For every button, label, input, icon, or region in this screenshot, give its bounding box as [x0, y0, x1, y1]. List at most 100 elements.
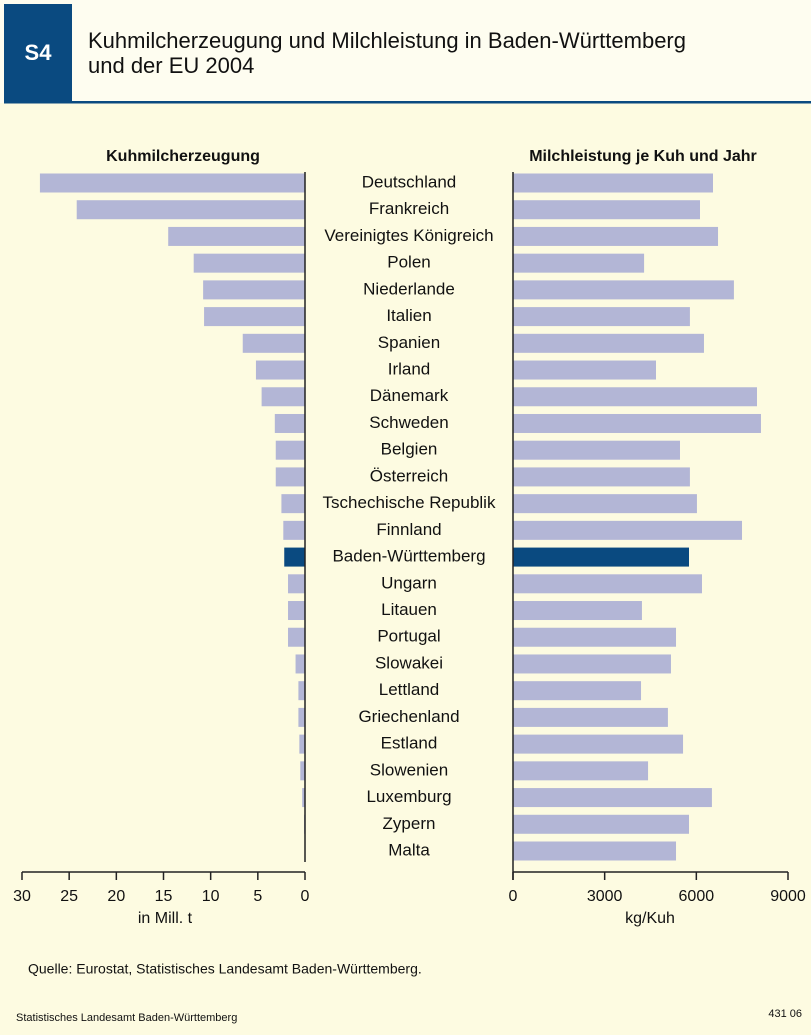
- bar: [513, 707, 668, 727]
- x-axis-label: kg/Kuh: [625, 910, 675, 927]
- code: 431 06: [768, 1008, 802, 1020]
- category-label: Baden-Württemberg: [332, 547, 485, 566]
- chart-title: Kuhmilcherzeugung: [106, 148, 260, 165]
- publisher: Statistisches Landesamt Baden-Württember…: [16, 1012, 237, 1024]
- category-label: Österreich: [370, 466, 448, 485]
- bar: [513, 387, 757, 407]
- category-label: Irland: [388, 360, 431, 379]
- source: Quelle: Eurostat, Statistisches Landesam…: [28, 961, 422, 977]
- category-label: Zypern: [383, 814, 436, 833]
- badge: S4: [25, 40, 53, 65]
- category-label: Malta: [388, 840, 430, 859]
- bar: [513, 547, 689, 567]
- bar: [513, 494, 697, 514]
- bar: [513, 467, 690, 487]
- header-bg: [0, 0, 811, 103]
- bar: [513, 360, 656, 380]
- bar: [203, 280, 305, 300]
- header-rule: [4, 101, 811, 104]
- category-label: Ungarn: [381, 573, 437, 592]
- category-label: Spanien: [378, 333, 440, 352]
- x-tick-label: 0: [509, 888, 518, 905]
- bar: [283, 520, 305, 540]
- category-label: Italien: [386, 306, 431, 325]
- bar: [300, 761, 305, 781]
- category-label: Litauen: [381, 600, 437, 619]
- bar: [513, 440, 680, 460]
- bar: [513, 280, 734, 300]
- bar: [302, 788, 305, 808]
- chart-title: Milchleistung je Kuh und Jahr: [529, 148, 757, 165]
- bar: [168, 226, 305, 246]
- x-tick-label: 9000: [770, 888, 806, 905]
- bar: [275, 440, 305, 460]
- x-tick-label: 15: [155, 888, 173, 905]
- category-label: Vereinigtes Königreich: [324, 226, 493, 245]
- x-tick-label: 25: [60, 888, 78, 905]
- bar: [513, 413, 761, 433]
- category-label: Polen: [387, 253, 430, 272]
- title-line: Kuhmilcherzeugung und Milchleistung in B…: [88, 28, 686, 53]
- bar: [298, 707, 305, 727]
- bar: [513, 681, 642, 701]
- bar: [193, 253, 305, 273]
- category-label: Slowenien: [370, 760, 448, 779]
- x-tick-label: 0: [301, 888, 310, 905]
- title-line: und der EU 2004: [88, 53, 254, 78]
- category-label: Dänemark: [370, 386, 449, 405]
- category-label: Tschechische Republik: [323, 493, 496, 512]
- bar: [242, 333, 305, 353]
- category-label: Estland: [381, 734, 438, 753]
- bar: [39, 173, 305, 193]
- x-tick-label: 30: [13, 888, 31, 905]
- x-axis-label: in Mill. t: [138, 910, 193, 927]
- bar: [513, 173, 713, 193]
- category-label: Schweden: [369, 413, 448, 432]
- bar: [288, 627, 305, 647]
- bar: [284, 547, 305, 567]
- bar: [513, 788, 712, 808]
- x-tick-label: 10: [202, 888, 220, 905]
- bar: [288, 574, 305, 594]
- bar: [513, 601, 642, 621]
- bar: [204, 307, 305, 327]
- bar: [513, 200, 700, 220]
- bar: [261, 387, 305, 407]
- bar: [513, 654, 671, 674]
- bar: [513, 734, 684, 754]
- category-label: Griechenland: [358, 707, 459, 726]
- bar: [298, 681, 305, 701]
- category-label: Portugal: [377, 627, 440, 646]
- bar: [274, 413, 305, 433]
- category-label: Belgien: [381, 440, 438, 459]
- x-tick-label: 20: [107, 888, 125, 905]
- bar: [513, 841, 677, 861]
- x-tick-label: 6000: [679, 888, 715, 905]
- bar: [295, 654, 305, 674]
- bar: [513, 627, 677, 647]
- bar: [513, 574, 702, 594]
- bar: [281, 494, 305, 514]
- bar: [513, 761, 649, 781]
- bar: [513, 333, 704, 353]
- bar: [76, 200, 305, 220]
- bar: [513, 253, 645, 273]
- bar: [513, 226, 719, 246]
- bar: [513, 814, 689, 834]
- category-label: Lettland: [379, 680, 440, 699]
- category-label: Deutschland: [362, 172, 457, 191]
- category-label: Slowakei: [375, 653, 443, 672]
- badge-bg: [4, 4, 72, 102]
- category-label: Luxemburg: [366, 787, 451, 806]
- x-tick-label: 5: [253, 888, 262, 905]
- x-tick-label: 3000: [587, 888, 623, 905]
- category-label: Frankreich: [369, 199, 449, 218]
- bar: [255, 360, 305, 380]
- bar: [513, 520, 743, 540]
- bar: [275, 467, 305, 487]
- category-label: Niederlande: [363, 279, 455, 298]
- bar: [513, 307, 690, 327]
- category-label: Finnland: [376, 520, 441, 539]
- bar: [288, 601, 305, 621]
